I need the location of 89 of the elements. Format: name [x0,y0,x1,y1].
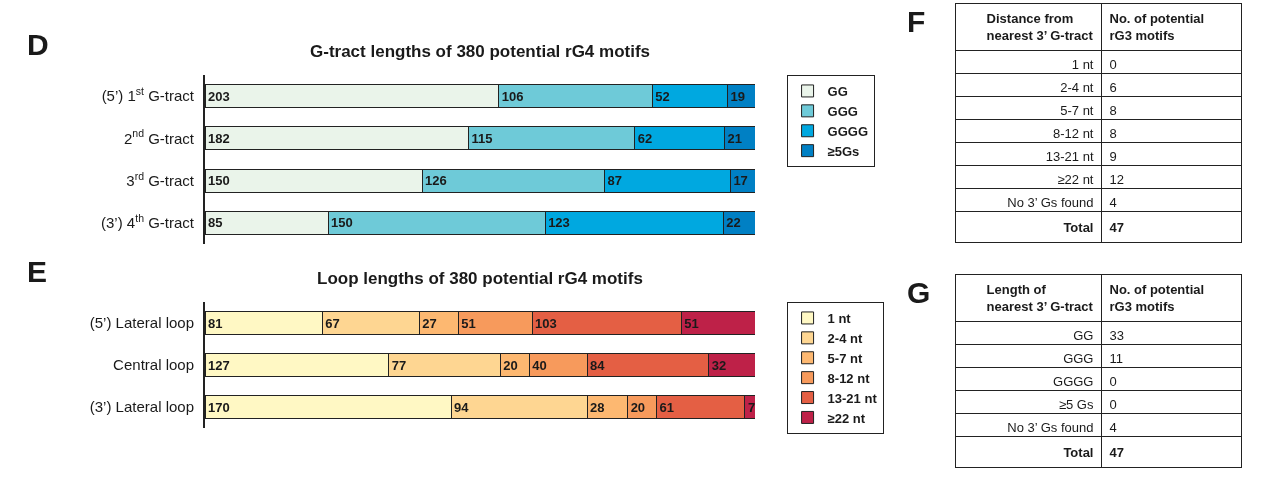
text: D [27,28,49,61]
data-label: 81 [208,315,223,331]
data-label: 94 [454,399,470,415]
data-label: 6 [1109,79,1117,95]
chart-title: G-tract lengths of 380 potential rG4 motifs [310,42,651,61]
legend-label: 13-21 nt [827,390,878,406]
data-label: 40 [532,357,547,373]
text: No. of potential rG3 motifs [1109,11,1205,43]
category-label: 13-21 nt [1045,148,1094,164]
data-label: 12 [1109,171,1124,187]
data-label: 27 [422,315,437,331]
data-label: 47 [1109,219,1124,235]
text: G [907,276,931,309]
data-label: 19 [730,88,745,104]
data-label: 0 [1109,396,1117,412]
data-label: 203 [208,88,230,104]
chart-title: Loop lengths of 380 potential rG4 motifs [317,269,643,288]
data-label: 9 [1109,148,1117,164]
data-label: 17 [733,173,748,189]
data-label: 4 [1109,194,1117,210]
data-label: 8 [1109,102,1117,118]
data-label: 67 [325,315,340,331]
text: E [27,255,48,288]
legend-label: 8-12 nt [827,370,871,386]
data-label: 106 [501,88,524,104]
category-label: GGGG [1053,373,1094,389]
data-label: 182 [208,130,230,146]
y-tick-label: (5’) 1$^{st}$ G-tract [101,85,195,105]
category-label: Total [1063,444,1094,460]
legend-label: 1 nt [827,311,852,327]
category-label: 2-4 nt [1060,79,1094,95]
data-label: 52 [655,88,670,104]
category-label: Total [1063,219,1094,235]
category-label: 1 nt [1071,56,1094,72]
data-label: 32 [711,357,727,373]
legend-label: ≥5Gs [827,143,860,159]
data-label: 126 [425,173,447,189]
data-label: 77 [391,357,407,373]
legend-label: GG [827,84,848,100]
category-label: ≥5 Gs [1058,396,1094,412]
category-label: No 3’ Gs found [1007,419,1094,435]
data-label: 7 [747,399,756,415]
data-label: 28 [590,399,605,415]
y-tick-label: 3$^{rd}$ G-tract [126,169,195,189]
data-label: 0 [1109,56,1117,72]
legend-label: 2-4 nt [827,330,863,346]
data-label: 103 [535,315,557,331]
text: No. of potential rG3 motifs [1109,282,1205,314]
data-label: 8 [1109,125,1117,141]
data-label: 33 [1109,327,1124,343]
legend-label: ≥22 nt [827,410,866,426]
text: Length of nearest 3’ G-tract [986,282,1094,314]
legend-label: 5-7 nt [827,350,863,366]
data-label: 0 [1109,373,1117,389]
text: Distance from nearest 3’ G-tract [986,11,1094,43]
y-tick-label: Central loop [113,356,194,374]
data-label: 61 [659,399,675,415]
data-label: 21 [727,130,743,146]
category-label: 5-7 nt [1060,102,1094,118]
data-label: 20 [630,399,646,415]
data-label: 20 [503,357,518,373]
y-tick-label: 2$^{nd}$ G-tract [123,127,195,147]
category-label: 8-12 nt [1053,125,1094,141]
data-label: 4 [1109,419,1117,435]
category-label: No 3’ Gs found [1007,194,1094,210]
data-label: 87 [607,173,622,189]
category-label: GGG [1063,350,1094,366]
y-tick-label: (5’) Lateral loop [89,314,194,332]
data-label: 84 [590,357,606,373]
legend-label: GGGG [827,123,869,139]
data-label: 127 [208,357,230,373]
data-label: 150 [208,173,230,189]
text: F [907,5,926,38]
data-label: 11 [1109,350,1123,366]
data-label: 123 [548,215,570,231]
data-label: 170 [208,399,230,415]
legend-label: GGG [827,103,858,119]
category-label: ≥22 nt [1057,171,1094,187]
data-label: 115 [471,130,493,146]
category-label: GG [1073,327,1094,343]
data-label: 47 [1109,444,1124,460]
data-label: 51 [461,315,476,331]
y-tick-label: (3’) 4$^{th}$ G-tract [101,211,195,232]
data-label: 51 [684,315,699,331]
data-label: 150 [331,215,353,231]
data-label: 85 [208,215,223,231]
data-label: 22 [726,215,741,231]
data-label: 62 [637,130,653,146]
y-tick-label: (3’) Lateral loop [89,398,194,416]
